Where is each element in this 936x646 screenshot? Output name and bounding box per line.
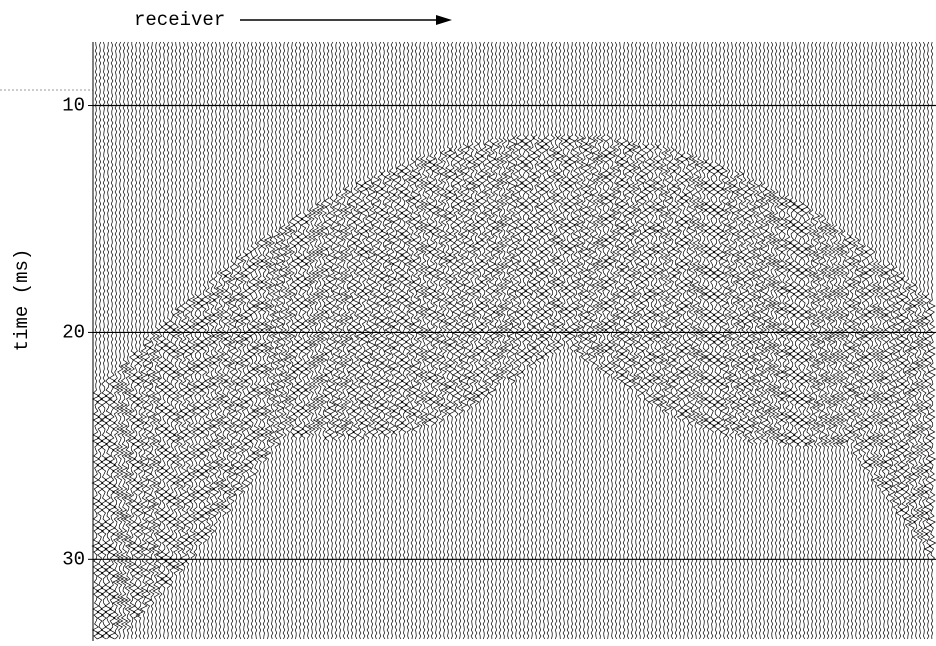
y-tick-label: 20 xyxy=(62,321,85,343)
page: receiver time (ms) 102030 (() => { const… xyxy=(0,0,936,641)
y-tick-label: 30 xyxy=(62,548,85,570)
y-tick-label: 10 xyxy=(62,95,85,117)
y-axis-label: time (ms) xyxy=(11,249,33,352)
chart: receiver time (ms) 10 20 30 xyxy=(0,0,936,641)
arrow-head xyxy=(436,15,452,25)
chart-title: receiver xyxy=(134,9,225,31)
